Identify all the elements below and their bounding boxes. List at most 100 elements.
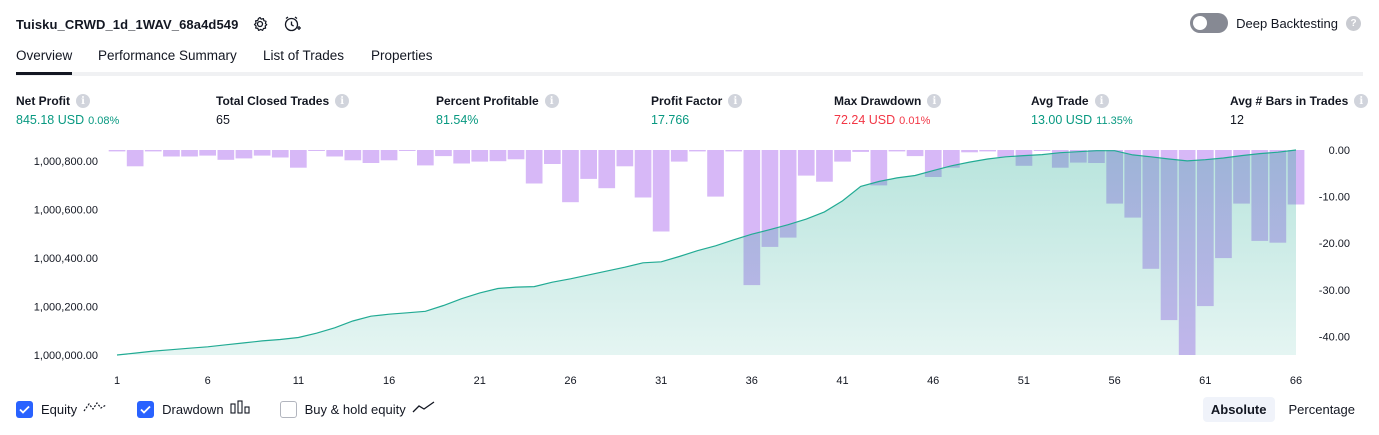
mode-percentage[interactable]: Percentage <box>1288 402 1356 417</box>
stat-value: 17.766 <box>651 113 690 127</box>
x-tick-label: 11 <box>293 375 304 387</box>
drawdown-bar <box>616 150 634 167</box>
stat-label: Net Profit <box>16 94 70 108</box>
x-tick-label: 46 <box>927 375 939 387</box>
drawdown-bar <box>652 150 670 232</box>
drawdown-bar <box>888 150 906 152</box>
help-icon[interactable]: ? <box>1346 15 1361 31</box>
x-tick-label: 31 <box>655 375 667 387</box>
x-axis: 1 6 11 16 21 26 31 36 41 46 51 56 61 66 <box>114 375 1302 387</box>
drawdown-bar <box>362 150 380 163</box>
add-alert-icon[interactable] <box>282 14 302 34</box>
x-tick-label: 41 <box>836 375 848 387</box>
drawdown-bar <box>471 150 489 162</box>
info-icon[interactable]: i <box>927 94 942 108</box>
checkbox-checked[interactable] <box>16 401 33 418</box>
drawdown-bar <box>761 150 779 247</box>
deep-backtesting-label: Deep Backtesting <box>1236 15 1338 31</box>
tab-overview[interactable]: Overview <box>16 48 73 75</box>
deep-backtesting-toggle[interactable] <box>1190 13 1229 33</box>
y-left-tick-label: 1,000,200.00 <box>34 302 98 314</box>
legend-drawdown[interactable]: Drawdown <box>137 400 250 419</box>
deep-backtesting: Deep Backtesting ? <box>1190 13 1361 33</box>
drawdown-bar <box>271 150 289 158</box>
equity-area <box>117 150 1296 355</box>
drawdown-bar <box>380 150 398 161</box>
legend-equity[interactable]: Equity <box>16 400 107 419</box>
info-icon[interactable]: i <box>544 94 559 108</box>
info-icon[interactable]: i <box>335 94 350 108</box>
drawdown-bar <box>417 150 434 166</box>
drawdown-bar <box>108 150 126 152</box>
info-icon[interactable]: i <box>728 94 743 108</box>
drawdown-bar <box>689 150 706 152</box>
bar-chart-icon <box>230 400 250 419</box>
stat-percent-profitable: Percent Profitable i 81.54% <box>436 94 559 127</box>
drawdown-bar <box>435 150 452 157</box>
y-right-tick-label: -40.00 <box>1319 331 1350 343</box>
stat-label: Profit Factor <box>651 94 723 108</box>
stat-value: 65 <box>216 113 230 127</box>
checkbox-unchecked[interactable] <box>279 401 297 418</box>
drawdown-bar <box>580 150 597 179</box>
x-tick-label: 1 <box>114 375 120 387</box>
x-tick-label: 56 <box>1108 375 1120 387</box>
mode-absolute[interactable]: Absolute <box>1202 397 1275 422</box>
drawdown-bar <box>834 150 851 162</box>
drawdown-bar <box>217 150 235 160</box>
y-left-tick-label: 1,000,800.00 <box>34 156 98 168</box>
tab-list-of-trades[interactable]: List of Trades <box>263 48 345 63</box>
checkbox-checked[interactable] <box>137 401 155 418</box>
drawdown-bar <box>634 150 652 198</box>
drawdown-bar <box>308 150 325 151</box>
trend-line-icon <box>412 400 436 419</box>
tab-performance-summary[interactable]: Performance Summary <box>98 48 237 63</box>
drawdown-bar <box>870 150 888 186</box>
drawdown-bar <box>235 150 253 159</box>
info-icon[interactable]: i <box>1354 94 1369 108</box>
y-right-tick-label: -20.00 <box>1319 238 1350 250</box>
stat-profit-factor: Profit Factor i 17.766 <box>651 94 743 127</box>
drawdown-bar <box>507 150 525 160</box>
info-icon[interactable]: i <box>1094 94 1109 108</box>
stat-label: Avg Trade <box>1031 94 1089 108</box>
drawdown-bar <box>961 150 978 153</box>
info-icon[interactable]: i <box>76 94 90 108</box>
stat-label: Percent Profitable <box>436 94 539 108</box>
y-right-tick-label: 0.00 <box>1329 145 1350 157</box>
tab-properties[interactable]: Properties <box>371 48 433 63</box>
drawdown-bar <box>943 150 960 168</box>
stat-label: Total Closed Trades <box>216 94 330 108</box>
gear-icon[interactable] <box>250 14 270 34</box>
drawdown-bar <box>126 150 144 167</box>
drawdown-bar <box>453 150 470 164</box>
drawdown-bar <box>598 150 616 189</box>
strategy-title: Tuisku_CRWD_1d_1WAV_68a4d549 <box>16 16 239 32</box>
x-tick-label: 36 <box>746 375 758 387</box>
stat-avg-bars-in-trades: Avg # Bars in Trades i 12 <box>1230 94 1369 127</box>
drawdown-bar <box>181 150 198 157</box>
y-right-tick-label: -10.00 <box>1319 192 1350 204</box>
drawdown-bar <box>525 150 543 184</box>
y-right-tick-label: -30.00 <box>1319 285 1350 297</box>
stat-total-closed-trades: Total Closed Trades i 65 <box>216 94 350 127</box>
x-tick-label: 61 <box>1199 375 1211 387</box>
drawdown-bar <box>562 150 579 203</box>
equity-drawdown-chart[interactable]: 1,000,800.00 1,000,600.00 1,000,400.00 1,00… <box>0 138 1379 390</box>
y-axis-right: 0.00 -10.00 -20.00 -30.00 -40.00 <box>1319 145 1350 343</box>
chart-legend: Equity Drawdown Buy & hold equity <box>16 400 466 419</box>
legend-buy-hold-equity[interactable]: Buy & hold equity <box>279 400 436 419</box>
drawdown-bar <box>253 150 271 156</box>
drawdown-bar <box>544 150 561 164</box>
x-tick-label: 16 <box>383 375 395 387</box>
line-chart-icon <box>83 400 107 419</box>
drawdown-bar <box>344 150 362 161</box>
stat-value: 12 <box>1230 113 1244 127</box>
scale-mode-switch: Absolute Percentage <box>1202 397 1363 422</box>
tab-bar: Overview Performance Summary List of Tra… <box>16 44 1363 76</box>
x-tick-label: 26 <box>564 375 576 387</box>
stat-value: 13.00 USD <box>1031 113 1093 127</box>
x-tick-label: 66 <box>1290 375 1302 387</box>
legend-label: Equity <box>41 402 78 417</box>
drawdown-bar <box>199 150 216 156</box>
